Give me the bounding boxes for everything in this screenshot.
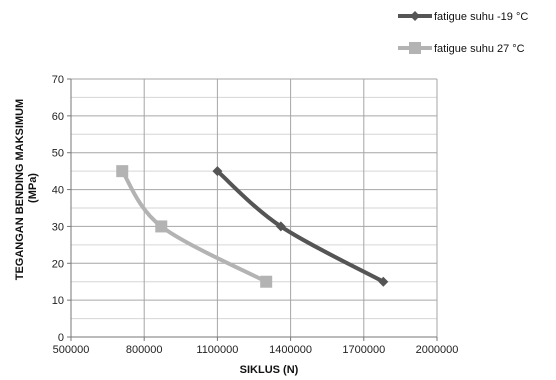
- data-point: [378, 276, 389, 287]
- x-tick-label: 2000000: [416, 344, 459, 356]
- tick-labels: 0 10 20 30 40 50 60 70 500000 800000 1100000 140000…: [52, 74, 459, 356]
- data-point: [275, 221, 286, 232]
- y-axis-title-line1: TEGANGAN BENDING MAKSIMUM: [14, 99, 26, 281]
- x-tick-label: 1100000: [196, 344, 238, 356]
- y-axis-title: TEGANGAN BENDING MAKSIMUM (MPa): [14, 96, 39, 281]
- y-tick-label: 50: [52, 148, 64, 160]
- legend-item-1: fatigue suhu -19 °C: [398, 11, 528, 23]
- x-axis-title: SIKLUS (N): [240, 364, 299, 376]
- legend-marker: [409, 42, 421, 54]
- y-tick-label: 20: [52, 258, 64, 270]
- data-point: [260, 275, 273, 288]
- x-tick-label: 1700000: [342, 344, 385, 356]
- y-tick-label: 0: [58, 332, 64, 344]
- data-point: [155, 220, 168, 233]
- series-1: [212, 166, 389, 287]
- y-tick-label: 40: [52, 185, 64, 197]
- y-axis-title-line2: (MPa): [27, 173, 39, 203]
- y-tick-label: 60: [52, 111, 64, 123]
- legend-marker: [410, 11, 420, 21]
- data-point: [116, 165, 129, 178]
- x-tick-label: 1400000: [269, 344, 312, 356]
- legend: fatigue suhu -19 °C fatigue suhu 27 °C: [398, 11, 528, 55]
- axes: [67, 78, 438, 341]
- legend-label: fatigue suhu 27 °C: [434, 43, 525, 55]
- x-tick-label: 800000: [126, 344, 163, 356]
- y-tick-label: 30: [52, 221, 64, 233]
- series-2: [116, 165, 273, 288]
- y-tick-label: 70: [52, 74, 64, 86]
- y-tick-label: 10: [52, 295, 64, 307]
- x-tick-label: 500000: [53, 344, 90, 356]
- legend-item-2: fatigue suhu 27 °C: [398, 42, 525, 55]
- data-point: [212, 166, 223, 177]
- legend-label: fatigue suhu -19 °C: [434, 11, 528, 23]
- series-group: [116, 165, 389, 288]
